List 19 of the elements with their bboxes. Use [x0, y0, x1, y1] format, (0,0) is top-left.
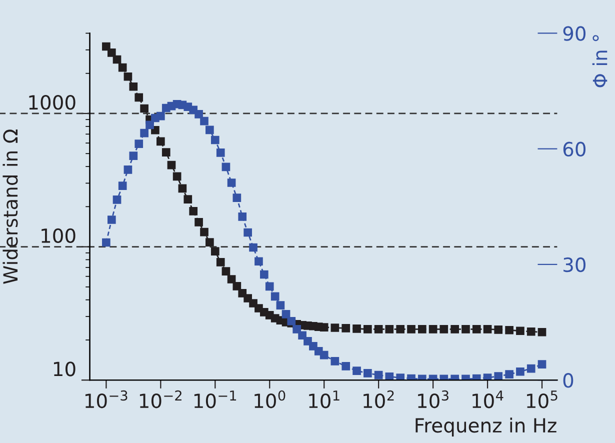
y-tick-label: 1000 — [29, 95, 76, 110]
x-tick-label: 10$^{−3}$ — [85, 390, 128, 408]
y2-tick-label: 90 — [563, 26, 586, 41]
x-tick-label: 10$^{1}$ — [309, 390, 340, 408]
y-axis-title: Widerstand in Ω — [2, 130, 18, 284]
x-tick-label: 10$^{3}$ — [418, 390, 448, 408]
x-tick-label: 10$^{4}$ — [472, 390, 504, 408]
y-tick-label: 10 — [54, 362, 76, 376]
x-tick-label: 10$^{0}$ — [254, 390, 286, 408]
x-tick-label: 10$^{2}$ — [364, 390, 394, 408]
x-tick-label: 10$^{−2}$ — [140, 390, 182, 408]
x-tick-label: 10$^{−1}$ — [194, 390, 236, 408]
y2-tick-label: 30 — [564, 257, 586, 272]
y2-tick-label: 0 — [563, 373, 574, 388]
y-tick-label: 100 — [42, 228, 76, 244]
x-tick-label: 10$^{5}$ — [527, 390, 558, 408]
y2-axis-title: Φ in ° — [592, 35, 608, 88]
y2-tick-label: 60 — [563, 142, 586, 157]
x-axis-title: Frequenz in Hz — [416, 418, 556, 436]
